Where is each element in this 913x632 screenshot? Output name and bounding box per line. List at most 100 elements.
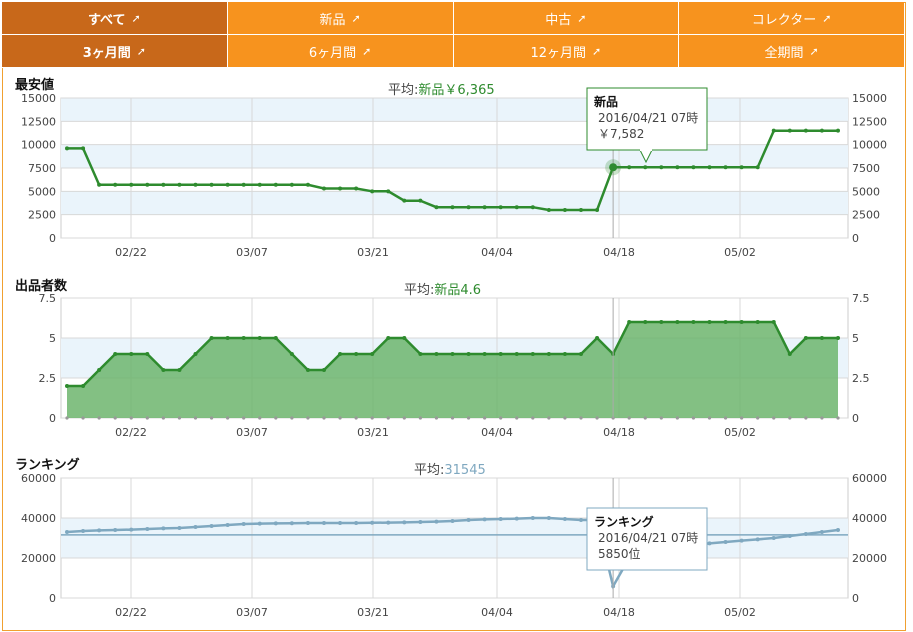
sellers-baseline-point	[579, 416, 583, 420]
price-data-point	[691, 165, 696, 170]
sellers-baseline-point	[483, 416, 487, 420]
rank-grid-band	[61, 518, 848, 558]
price-data-point	[177, 182, 182, 187]
sellers-data-point	[787, 352, 792, 356]
price-data-point	[257, 182, 262, 187]
sellers-data-point	[241, 336, 246, 340]
sellers-y-tick-left: 7.5	[39, 292, 57, 305]
price-y-tick-left: 15000	[21, 92, 56, 105]
sellers-data-point	[145, 352, 150, 356]
price-avg: 平均:新品￥6,365	[388, 82, 495, 98]
rank-data-point	[177, 526, 182, 530]
price-data-point	[322, 186, 326, 191]
price-y-tick-right: 12500	[852, 115, 887, 128]
sellers-data-point	[643, 320, 648, 324]
rank-y-tick-right: 40000	[852, 512, 887, 525]
sellers-data-point	[579, 352, 583, 356]
tab-label: 12ヶ月間	[530, 45, 587, 61]
rank-data-point	[273, 521, 278, 526]
price-data-point	[466, 205, 471, 210]
rank-y-tick-right: 20000	[852, 552, 887, 565]
rank-data-point	[241, 522, 246, 526]
sellers-baseline-point	[627, 416, 631, 420]
sellers-baseline-point	[161, 416, 165, 420]
sellers-data-point	[418, 352, 423, 356]
sellers-data-point	[771, 320, 776, 324]
rank-data-point	[81, 529, 86, 533]
tab-label: 全期間	[764, 45, 804, 61]
sellers-baseline-point	[177, 416, 182, 420]
price-y-tick-left: 7500	[28, 162, 56, 175]
sellers-data-point	[546, 352, 551, 356]
sellers-data-point	[675, 320, 680, 324]
price-y-tick-right: 15000	[852, 92, 887, 105]
price-data-point	[81, 146, 86, 151]
sellers-baseline-point	[547, 416, 551, 420]
price-data-point	[65, 146, 69, 151]
tab-label: 3ヶ月間	[82, 45, 131, 61]
rank-x-tick-label: 03/07	[236, 606, 268, 619]
rank-data-point	[97, 528, 102, 533]
sellers-baseline-point	[226, 416, 230, 420]
price-data-point	[418, 198, 423, 203]
tab-12-months[interactable]: 12ヶ月間 ➚	[453, 35, 680, 68]
rank-data-point	[386, 520, 391, 525]
rank-y-tick-left: 40000	[21, 512, 56, 525]
price-data-point	[836, 128, 840, 133]
rank-data-point	[338, 521, 343, 525]
trend-arrow-icon: ➚	[131, 11, 141, 25]
tab-collector[interactable]: コレクター ➚	[679, 2, 904, 35]
tab-label: 中古	[545, 12, 572, 28]
price-data-point	[209, 182, 214, 187]
sellers-baseline-point	[65, 416, 69, 420]
trend-arrow-icon: ➚	[351, 11, 361, 25]
tab-new[interactable]: 新品 ➚	[227, 2, 454, 35]
price-grid-band	[61, 144, 848, 168]
sellers-data-point	[386, 336, 391, 340]
rank-data-point	[787, 534, 792, 538]
trend-arrow-icon: ➚	[809, 44, 819, 58]
tab-all[interactable]: すべて ➚	[2, 2, 228, 35]
price-y-tick-right: 2500	[852, 209, 880, 222]
price-data-point	[498, 205, 503, 210]
tab-used[interactable]: 中古 ➚	[453, 2, 680, 35]
sellers-data-point	[305, 368, 310, 372]
rank-tooltip-date: 2016/04/21 07時	[598, 531, 698, 545]
sellers-data-point	[450, 352, 455, 356]
price-x-tick-label: 03/07	[236, 246, 268, 259]
sellers-baseline-point	[675, 416, 679, 420]
sellers-baseline-point	[499, 416, 503, 420]
tab-3-months[interactable]: 3ヶ月間 ➚	[2, 35, 228, 68]
rank-data-point	[771, 536, 776, 540]
sellers-baseline-point	[756, 416, 760, 420]
sellers-baseline-point	[740, 416, 744, 420]
price-data-point	[402, 198, 407, 203]
price-data-point	[338, 186, 343, 191]
price-data-point	[370, 189, 375, 194]
sellers-series-area	[67, 322, 838, 418]
tab-6-months[interactable]: 6ヶ月間 ➚	[227, 35, 454, 68]
price-data-point	[129, 182, 134, 187]
tab-label: コレクター	[751, 12, 817, 28]
rank-tooltip-title: ランキング	[594, 514, 654, 529]
price-tooltip: 新品 2016/04/21 07時 ￥7,582	[586, 87, 708, 164]
sellers-data-point	[595, 336, 600, 340]
sellers-data-point	[836, 336, 840, 340]
price-data-point	[514, 205, 519, 210]
sellers-y-tick-left: 2.5	[39, 372, 57, 385]
tab-label: すべて	[87, 12, 126, 28]
condition-tab-row: すべて ➚ 新品 ➚ 中古 ➚ コレクター ➚	[2, 2, 904, 35]
rank-y-tick-left: 20000	[21, 552, 56, 565]
sellers-baseline-point	[354, 416, 358, 420]
sellers-data-point	[257, 336, 262, 340]
rank-chart-title: ランキング	[15, 457, 80, 473]
sellers-data-point	[370, 352, 375, 356]
tab-all-time[interactable]: 全期間 ➚	[679, 35, 904, 68]
rank-data-point	[305, 521, 310, 525]
sellers-data-point	[562, 352, 567, 356]
price-y-tick-left: 0	[49, 232, 56, 245]
price-grid-band	[61, 98, 848, 122]
rank-data-point	[450, 519, 455, 523]
rank-tooltip: ランキング 2016/04/21 07時 5850位	[586, 507, 708, 571]
